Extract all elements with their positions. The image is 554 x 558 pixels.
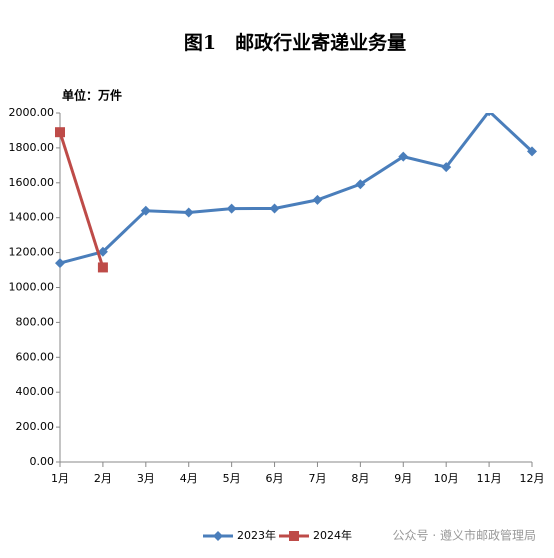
data-point: [183, 207, 194, 218]
data-point: [269, 203, 280, 214]
data-point: [312, 194, 323, 205]
data-point: [441, 162, 452, 173]
y-tick-label: 1200.00: [9, 246, 55, 259]
legend-marker: [289, 531, 299, 541]
data-point: [97, 246, 108, 257]
x-tick-label: 5月: [223, 472, 241, 485]
data-point: [226, 203, 237, 214]
plot-area: [55, 113, 537, 273]
y-tick-label: 1000.00: [9, 281, 55, 294]
x-tick-label: 3月: [137, 472, 155, 485]
x-tick-label: 9月: [394, 472, 412, 485]
watermark: 公众号 · 遵义市邮政管理局: [393, 528, 536, 543]
series-line: [59, 113, 534, 265]
data-point: [140, 205, 151, 216]
x-tick-label: 8月: [351, 472, 369, 485]
y-tick-label: 200.00: [16, 420, 55, 433]
data-point: [55, 127, 65, 138]
data-point: [55, 258, 65, 269]
legend-label: 2023年: [237, 528, 276, 542]
y-tick-label: 1800.00: [9, 141, 55, 154]
chart-title: 图1 邮政行业寄递业务量: [184, 31, 406, 54]
y-tick-label: 400.00: [16, 385, 55, 398]
legend-marker: [213, 531, 223, 541]
y-tick-label: 2000.00: [9, 106, 55, 119]
x-tick-label: 10月: [434, 472, 459, 485]
x-tick-label: 2月: [94, 472, 112, 485]
x-tick-label: 4月: [180, 472, 198, 485]
data-point: [97, 262, 108, 273]
x-tick-label: 7月: [308, 472, 326, 485]
data-point: [355, 179, 366, 190]
y-tick-label: 800.00: [16, 315, 55, 328]
x-tick-label: 12月: [520, 472, 545, 485]
series-line: [58, 131, 105, 268]
x-tick-label: 1月: [51, 472, 69, 485]
y-tick-label: 600.00: [16, 350, 55, 363]
y-tick-label: 0.00: [30, 455, 55, 468]
x-tick-label: 11月: [477, 472, 502, 485]
y-tick-label: 1400.00: [9, 211, 55, 224]
data-point: [527, 146, 537, 157]
legend-label: 2024年: [313, 528, 352, 542]
data-point: [485, 113, 493, 117]
y-tick-label: 1600.00: [9, 176, 55, 189]
data-point: [398, 151, 409, 162]
unit-label: 单位：万件: [62, 88, 122, 103]
x-tick-label: 6月: [266, 472, 284, 485]
